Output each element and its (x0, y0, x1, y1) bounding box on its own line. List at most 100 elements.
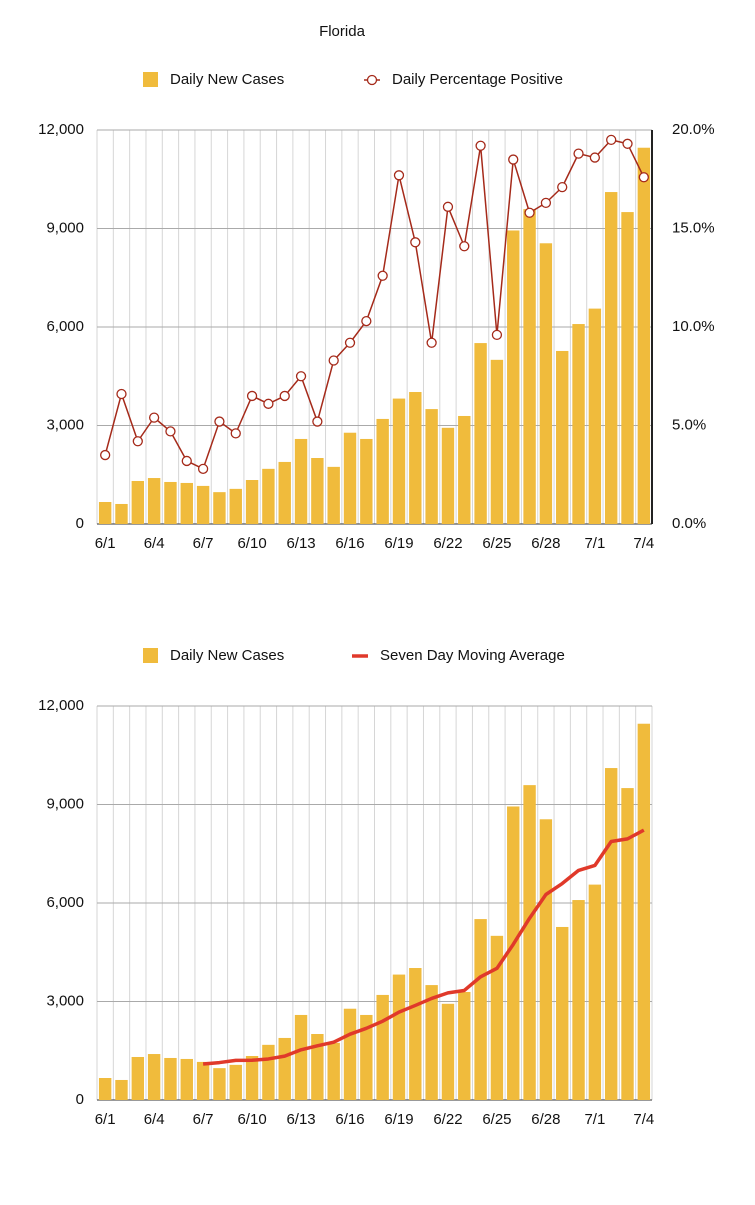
legend-swatch (143, 72, 158, 87)
legend-label: Daily New Cases (170, 71, 284, 88)
bar (164, 481, 177, 524)
bar (588, 308, 602, 524)
bar (409, 392, 422, 524)
x-tick-label: 6/10 (237, 1111, 266, 1128)
bar (425, 409, 438, 524)
marker (295, 371, 307, 382)
marker (524, 207, 535, 218)
bar (539, 243, 553, 524)
marker (410, 237, 421, 248)
y-tick-label: 3,000 (46, 992, 84, 1009)
bar (294, 1014, 308, 1100)
chart-title: Florida (319, 23, 366, 40)
bar (441, 1003, 455, 1100)
bar (115, 1079, 128, 1100)
bar (147, 478, 161, 524)
bar (490, 935, 504, 1100)
bar (311, 458, 324, 524)
bar (376, 418, 389, 524)
x-tick-label: 6/25 (482, 1111, 511, 1128)
legend-label: Seven Day Moving Average (380, 647, 565, 664)
x-tick-label: 7/4 (633, 1111, 654, 1128)
legend-label: Daily New Cases (170, 647, 284, 664)
marker (263, 398, 274, 409)
bar (474, 919, 487, 1100)
bar (425, 985, 438, 1100)
marker (459, 241, 470, 252)
marker (622, 138, 633, 149)
bar (604, 768, 618, 1100)
marker (573, 148, 584, 159)
marker (197, 463, 209, 474)
y2-tick-label: 10.0% (672, 318, 715, 335)
x-tick-label: 6/1 (95, 1111, 116, 1128)
marker (508, 154, 519, 165)
x-tick-label: 6/19 (384, 1111, 413, 1128)
bar (245, 480, 259, 524)
x-tick-label: 6/25 (482, 535, 511, 552)
marker (606, 134, 617, 146)
bar (196, 485, 210, 524)
marker (148, 412, 160, 423)
x-tick-label: 6/16 (335, 535, 364, 552)
y2-tick-label: 15.0% (672, 219, 715, 236)
marker (589, 152, 601, 163)
bar (98, 1078, 112, 1100)
bar (507, 806, 520, 1100)
bar (311, 1034, 324, 1100)
bar (376, 994, 389, 1100)
marker (540, 197, 552, 209)
bar (229, 1064, 242, 1100)
bar (131, 480, 145, 524)
x-tick-label: 6/22 (433, 1111, 462, 1128)
bar (245, 1056, 259, 1100)
bar (343, 432, 357, 524)
y2-tick-label: 5.0% (672, 416, 706, 433)
bar (327, 1042, 340, 1100)
y-tick-label: 3,000 (46, 416, 84, 433)
bar (131, 1056, 145, 1100)
bar (474, 343, 487, 524)
marker (246, 390, 258, 402)
bar (458, 991, 471, 1100)
bar (360, 438, 373, 524)
marker (230, 428, 241, 439)
bar (262, 1044, 275, 1100)
bar (604, 192, 618, 524)
legend-swatch (366, 74, 378, 86)
bar (637, 723, 651, 1100)
bar (507, 230, 520, 524)
bar (458, 415, 471, 524)
bar (147, 1054, 161, 1100)
x-tick-label: 7/4 (633, 535, 654, 552)
x-tick-label: 6/13 (286, 535, 315, 552)
y2-tick-label: 20.0% (672, 121, 715, 138)
marker (638, 172, 649, 183)
marker (377, 270, 388, 281)
marker (344, 337, 356, 348)
bar (327, 466, 340, 524)
marker (426, 337, 437, 348)
x-tick-label: 6/13 (286, 1111, 315, 1128)
y2-tick-label: 0.0% (672, 515, 706, 532)
marker (475, 140, 486, 151)
marker (181, 455, 192, 467)
marker (165, 426, 176, 437)
bar (278, 1037, 291, 1100)
y-tick-label: 0 (76, 1091, 84, 1108)
x-tick-label: 6/4 (144, 1111, 165, 1128)
marker (132, 436, 143, 447)
y-tick-label: 12,000 (38, 697, 84, 714)
marker (328, 355, 339, 366)
y-tick-label: 9,000 (46, 795, 84, 812)
marker (361, 315, 372, 327)
bar (262, 468, 275, 524)
bar (572, 900, 585, 1100)
x-tick-label: 6/28 (531, 535, 560, 552)
bar (392, 398, 406, 524)
x-tick-label: 6/22 (433, 535, 462, 552)
x-tick-label: 6/7 (193, 1111, 214, 1128)
bar (343, 1008, 357, 1100)
x-tick-label: 6/28 (531, 1111, 560, 1128)
marker (312, 416, 323, 427)
